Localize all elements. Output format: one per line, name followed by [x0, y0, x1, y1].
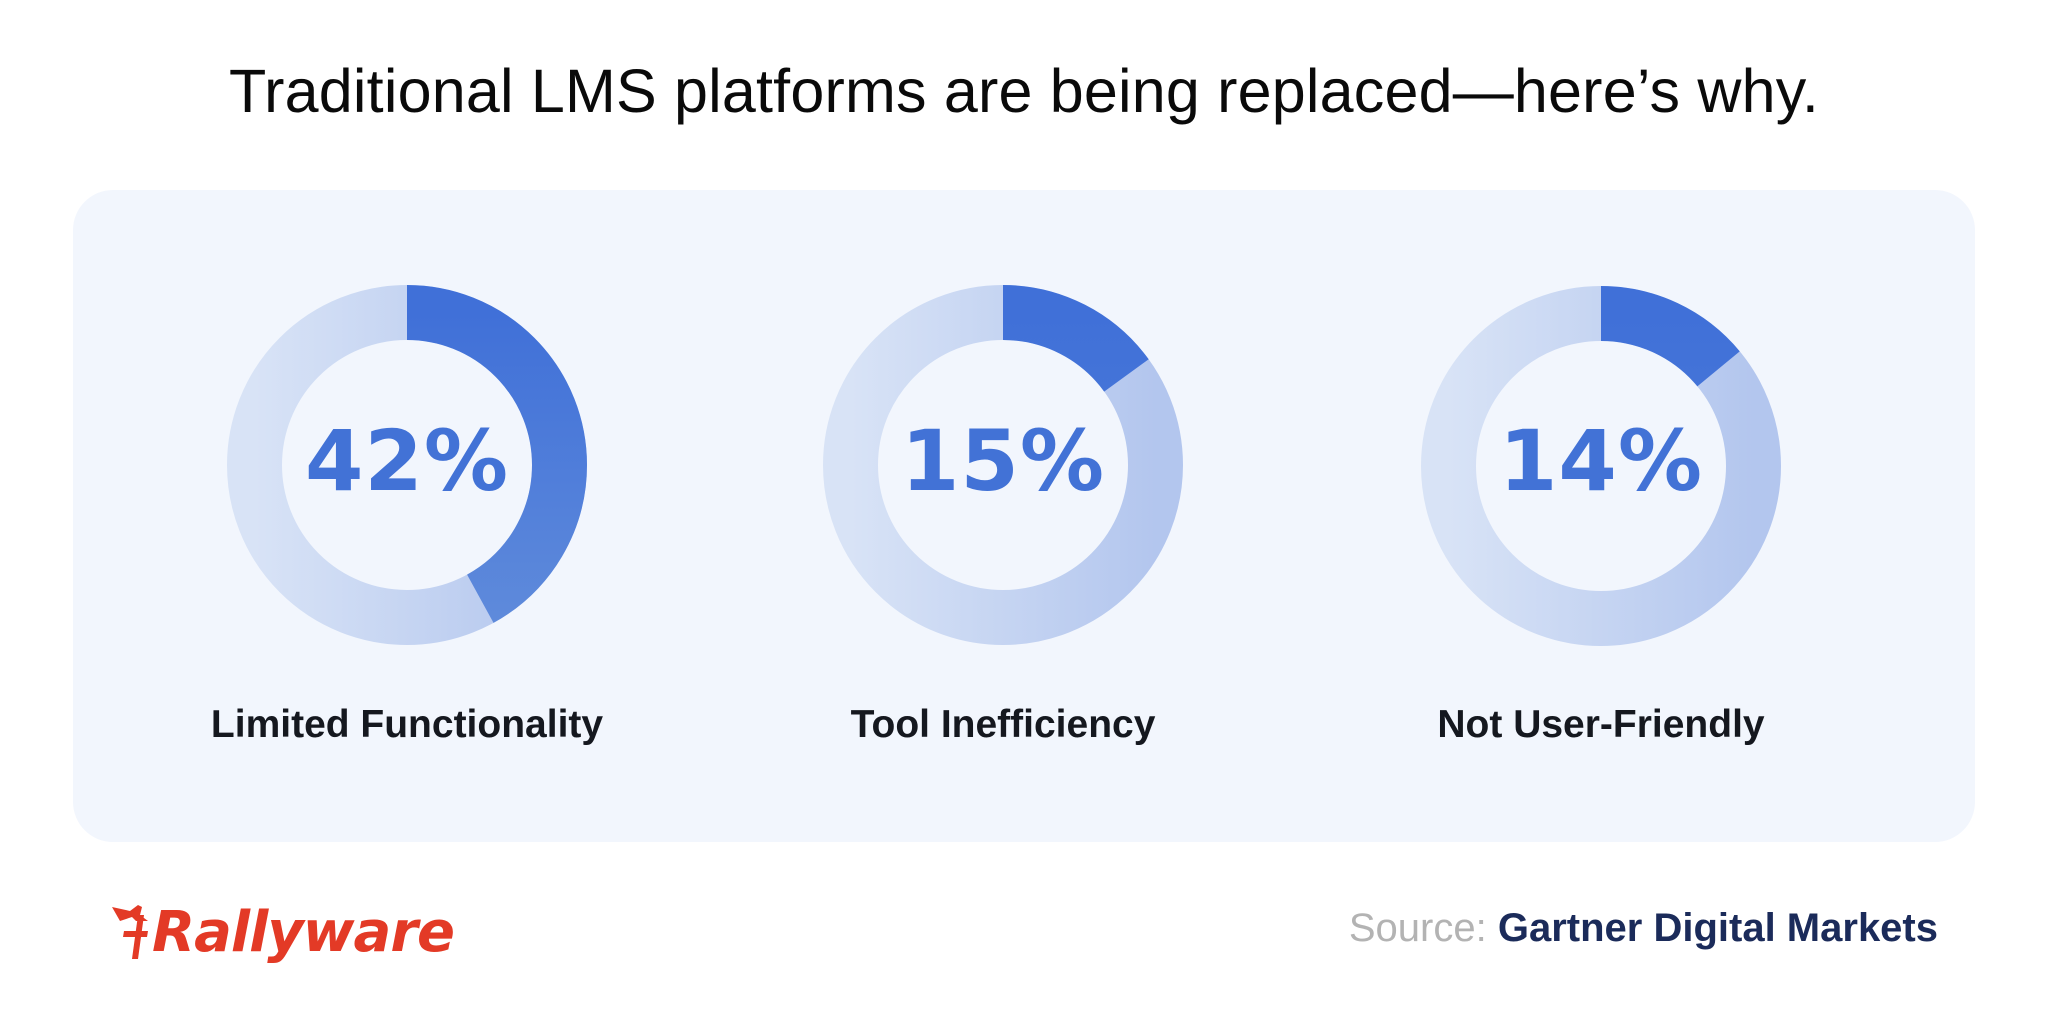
stat-not-user-friendly: 14% Not User-Friendly — [1321, 190, 1881, 842]
stat-label: Not User-Friendly — [1437, 703, 1765, 746]
source-line: Source: Gartner Digital Markets — [1349, 906, 1938, 951]
stats-card: 42% Limited Functionality 15% Tool Ineff… — [73, 190, 1975, 842]
source-name: Gartner Digital Markets — [1497, 906, 1938, 950]
page-title: Traditional LMS platforms are being repl… — [228, 57, 1820, 125]
stat-limited-functionality: 42% Limited Functionality — [127, 190, 687, 842]
rallyware-logo: Rallyware — [108, 892, 455, 972]
donut-value-arc — [227, 285, 587, 645]
donut-chart — [227, 285, 587, 645]
percent-value: 15% — [900, 412, 1106, 510]
donut-value-arc — [1421, 286, 1781, 646]
logo-text: Rallyware — [152, 899, 455, 965]
percent-value: 14% — [1498, 412, 1704, 510]
donut-chart — [1421, 286, 1781, 646]
donut-chart — [823, 285, 1183, 645]
stat-label: Limited Functionality — [210, 703, 604, 746]
source-label: Source: — [1348, 906, 1487, 950]
stat-label: Tool Inefficiency — [850, 703, 1156, 746]
stat-tool-inefficiency: 15% Tool Inefficiency — [723, 190, 1283, 842]
percent-value: 42% — [304, 412, 510, 510]
flag-icon — [112, 905, 148, 959]
donut-value-arc — [823, 285, 1183, 645]
